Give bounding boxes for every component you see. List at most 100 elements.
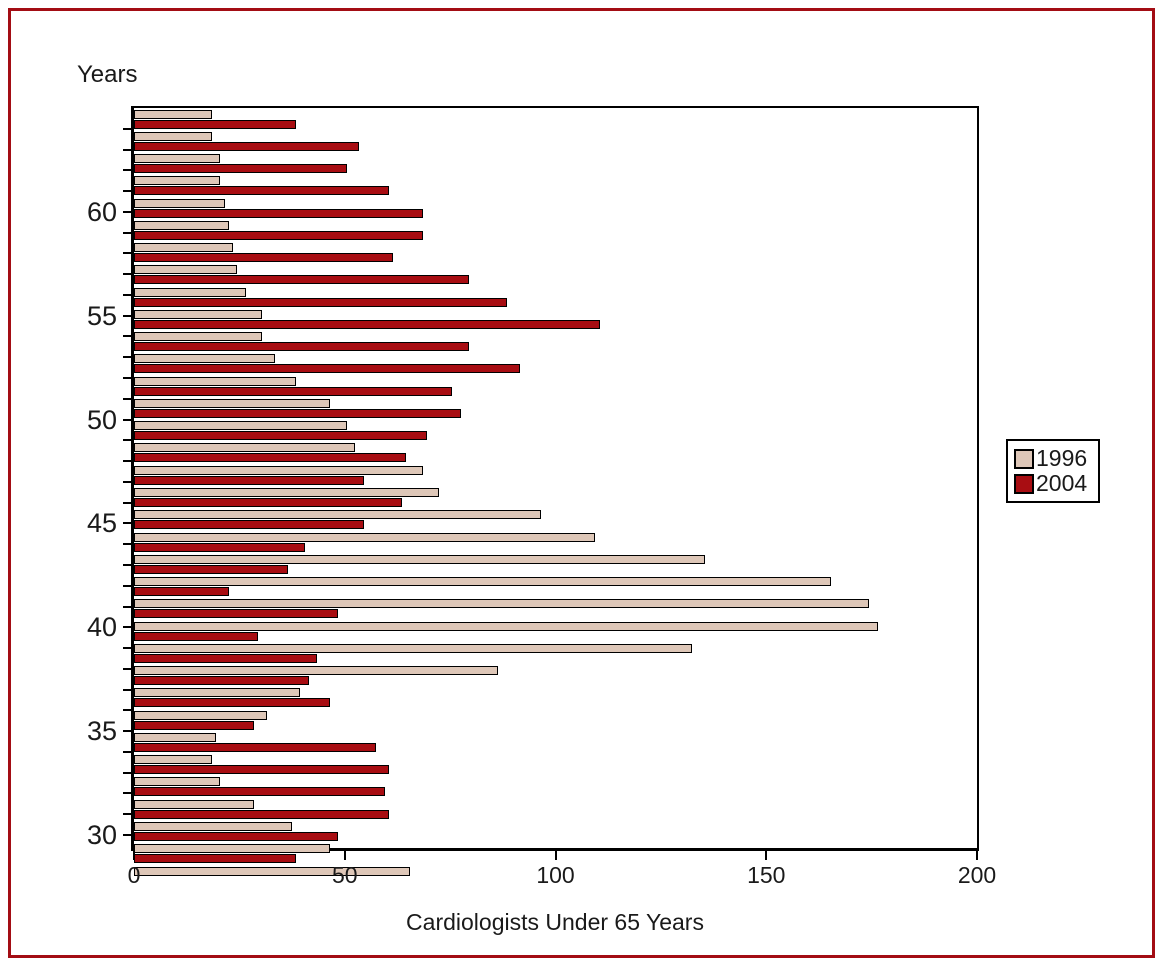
age-row-46: [134, 510, 977, 531]
bar-2004-age-59: [134, 230, 423, 240]
bar-1996-age-63: [134, 131, 212, 141]
x-tick-0: [133, 851, 135, 860]
bar-1996-age-56: [134, 287, 246, 297]
age-row-30: [134, 866, 977, 888]
age-row-51: [134, 398, 977, 420]
x-axis-title: Cardiologists Under 65 Years: [406, 909, 704, 935]
age-row-36: [134, 732, 977, 754]
age-row-57: [134, 265, 977, 286]
age-row-56: [134, 287, 977, 309]
bar-1996-age-50: [134, 421, 347, 431]
bar-1996-age-55: [134, 309, 263, 319]
bar-2004-age-53: [134, 364, 520, 374]
bar-2004-age-55: [134, 319, 600, 329]
y-tick-47: [123, 480, 131, 483]
bar-2004-age-61: [134, 186, 389, 196]
y-tick-30: [123, 834, 131, 836]
age-row-44: [134, 554, 977, 576]
y-tick-56: [123, 293, 131, 296]
age-row-55: [134, 309, 977, 331]
bar-1996-age-49: [134, 443, 356, 453]
bar-2004-age-35: [134, 765, 389, 775]
age-row-62: [134, 154, 977, 175]
plot-area: [131, 106, 979, 876]
y-tick-50: [123, 418, 131, 421]
y-tick-42: [123, 584, 131, 587]
y-tick-33: [123, 771, 131, 774]
legend: 1996 2004: [1006, 439, 1100, 503]
bar-2004-age-36: [134, 742, 377, 752]
bar-2004-age-40: [134, 653, 318, 663]
bar-1996-age-44: [134, 554, 706, 564]
age-row-48: [134, 465, 977, 487]
bar-1996-age-30: [134, 866, 410, 876]
age-row-37: [134, 710, 977, 732]
age-row-39: [134, 666, 977, 687]
age-row-60: [134, 198, 977, 220]
bar-2004-age-62: [134, 164, 347, 174]
age-row-59: [134, 220, 977, 242]
y-tick-48: [123, 460, 131, 463]
x-tick-label-200: 200: [957, 862, 997, 888]
bar-2004-age-60: [134, 208, 423, 218]
bar-1996-age-52: [134, 376, 297, 386]
x-tick-label-100: 100: [536, 862, 575, 888]
age-row-33: [134, 799, 977, 821]
bar-2004-age-43: [134, 587, 229, 597]
bar-2004-age-44: [134, 564, 288, 574]
bar-2004-age-58: [134, 253, 394, 263]
bar-1996-age-53: [134, 354, 276, 364]
bar-2004-age-39: [134, 676, 309, 686]
age-row-41: [134, 621, 977, 643]
bar-1996-age-62: [134, 154, 221, 164]
bar-1996-age-35: [134, 755, 212, 765]
age-row-42: [134, 599, 977, 620]
y-tick-39: [123, 647, 131, 650]
bar-2004-age-50: [134, 431, 427, 441]
legend-swatch-2004-icon: [1014, 473, 1034, 494]
legend-swatch-1996-icon: [1014, 448, 1034, 469]
age-row-40: [134, 643, 977, 665]
bar-2004-age-56: [134, 297, 507, 307]
y-tick-37: [123, 688, 131, 691]
bar-1996-age-32: [134, 822, 292, 831]
bar-2004-age-41: [134, 631, 259, 641]
y-tick-59: [123, 231, 131, 234]
y-tick-label-35: 35: [86, 716, 117, 747]
bar-2004-age-52: [134, 386, 453, 396]
bar-1996-age-46: [134, 510, 541, 520]
y-tick-label-30: 30: [86, 820, 117, 850]
bar-2004-age-49: [134, 453, 406, 463]
bar-2004-age-33: [134, 809, 389, 819]
bar-2004-age-34: [134, 787, 385, 797]
bar-1996-age-47: [134, 488, 440, 498]
legend-entry-1996: 1996: [1014, 446, 1094, 471]
y-tick-label-40: 40: [86, 612, 117, 643]
bar-2004-age-51: [134, 408, 461, 418]
y-tick-57: [123, 273, 131, 276]
y-tick-44: [123, 543, 131, 546]
y-tick-41: [123, 605, 131, 608]
x-tick-label-50: 50: [331, 862, 358, 888]
bar-1996-age-41: [134, 621, 878, 631]
age-row-61: [134, 176, 977, 197]
bar-1996-age-60: [134, 198, 225, 208]
y-tick-54: [123, 335, 131, 338]
y-tick-49: [123, 439, 131, 442]
bar-1996-age-54: [134, 332, 263, 342]
bar-1996-age-36: [134, 732, 217, 742]
bar-1996-age-51: [134, 398, 330, 408]
bar-2004-age-57: [134, 275, 469, 285]
bar-2004-age-32: [134, 832, 339, 841]
age-row-49: [134, 443, 977, 464]
age-row-63: [134, 131, 977, 153]
bar-1996-age-58: [134, 243, 233, 253]
age-row-47: [134, 488, 977, 509]
y-tick-32: [123, 792, 131, 795]
y-tick-46: [123, 501, 131, 504]
bar-1996-age-48: [134, 465, 423, 475]
x-tick-150: [765, 851, 768, 860]
bar-2004-age-54: [134, 342, 469, 352]
bars-container: [134, 108, 977, 876]
x-tick-200: [976, 851, 978, 860]
